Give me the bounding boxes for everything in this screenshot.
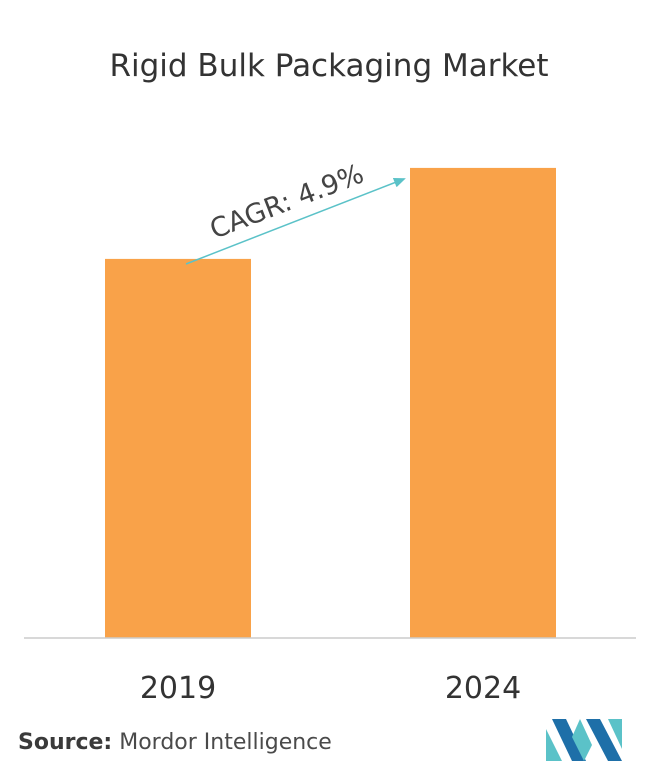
bar-2024: [410, 167, 556, 638]
x-tick-label-2019: 2019: [140, 671, 216, 706]
x-tick-label-2024: 2024: [445, 671, 521, 706]
mordor-intelligence-logo-icon: [546, 719, 622, 761]
bar-2019: [105, 258, 251, 638]
chart-title: Rigid Bulk Packaging Market: [109, 48, 549, 84]
x-tick-labels: 2019 2024: [140, 671, 521, 706]
cagr-arrow: [185, 177, 406, 265]
source-line: Source: Mordor Intelligence: [18, 730, 332, 755]
source-text: Mordor Intelligence: [119, 730, 332, 755]
source-label: Source:: [18, 730, 113, 755]
bars-group: [105, 167, 556, 638]
bar-chart: 2019 2024 CAGR: 4.9%: [24, 159, 636, 706]
